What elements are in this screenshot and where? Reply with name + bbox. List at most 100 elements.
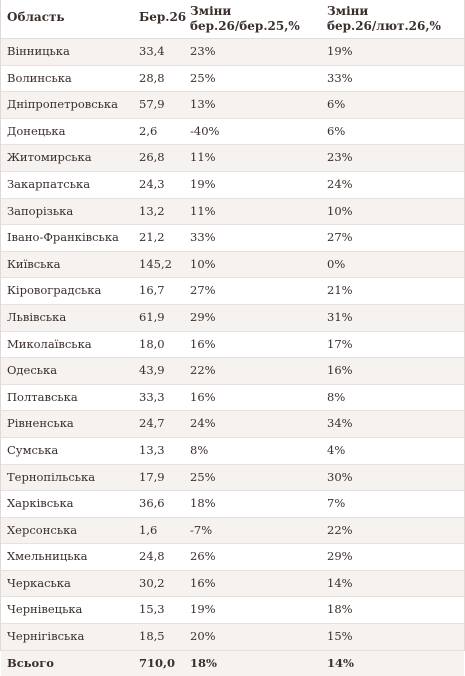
table-row: Одеська 43,9 22% 16%	[1, 358, 464, 385]
table-row: Вінницька 33,4 23% 19%	[1, 39, 464, 66]
region-cell: Рівненська	[7, 416, 74, 431]
value-cell: 24,3	[139, 176, 165, 191]
table-row: Івано-Франківська 21,2 33% 27%	[1, 225, 464, 252]
mom-change-cell: 6%	[327, 97, 346, 112]
header-mom: Зміни бер.26/лют.26,%	[327, 4, 441, 34]
value-cell: 2,6	[139, 123, 158, 138]
yoy-change-cell: 22%	[190, 363, 216, 378]
value-cell: 17,9	[139, 469, 165, 484]
yoy-change-cell: 16%	[190, 575, 216, 590]
value-cell: 24,7	[139, 416, 165, 431]
header-mom-line2: бер.26/лют.26,%	[327, 19, 441, 33]
yoy-change-cell: 10%	[190, 256, 216, 271]
yoy-change-cell: 19%	[190, 176, 216, 191]
value-cell: 1,6	[139, 522, 158, 537]
value-cell: 28,8	[139, 70, 165, 85]
region-cell: Чернівецька	[7, 602, 83, 617]
table-row: Чернівецька 15,3 19% 18%	[1, 597, 464, 625]
region-cell: Івано-Франківська	[7, 230, 119, 245]
region-cell: Сумська	[7, 442, 59, 457]
header-region: Область	[7, 10, 65, 24]
table-row: Черкаська 30,2 16% 14%	[1, 570, 464, 598]
header-yoy: Зміни бер.26/бер.25,%	[190, 4, 300, 34]
region-cell: Київська	[7, 256, 61, 271]
table-row: Дніпропетровська 57,9 13% 6%	[1, 92, 464, 119]
mom-change-cell: 21%	[327, 283, 353, 298]
mom-change-cell: 27%	[327, 230, 353, 245]
mom-change-cell: 30%	[327, 469, 353, 484]
value-cell: 13,3	[139, 442, 165, 457]
region-cell: Миколаївська	[7, 336, 92, 351]
mom-change-cell: 31%	[327, 309, 353, 324]
value-cell: 36,6	[139, 496, 165, 511]
yoy-change-cell: 18%	[190, 496, 216, 511]
mom-change-cell: 34%	[327, 416, 353, 431]
value-cell: 24,8	[139, 549, 165, 564]
yoy-change-cell: 25%	[190, 469, 216, 484]
total-row: Всього 710,0 18% 14%	[1, 650, 464, 676]
yoy-change-cell: -7%	[190, 522, 213, 537]
region-cell: Житомирська	[7, 150, 92, 165]
table-row: Київська 145,2 10% 0%	[1, 251, 464, 279]
table-row: Харківська 36,6 18% 7%	[1, 491, 464, 518]
header-mom-line1: Зміни	[327, 4, 369, 18]
total-mom: 14%	[327, 655, 354, 670]
value-cell: 61,9	[139, 309, 165, 324]
region-cell: Харківська	[7, 496, 74, 511]
yoy-change-cell: -40%	[190, 123, 220, 138]
mom-change-cell: 19%	[327, 44, 353, 58]
table-row: Львівська 61,9 29% 31%	[1, 304, 464, 332]
table-row: Тернопільська 17,9 25% 30%	[1, 464, 464, 492]
value-cell: 26,8	[139, 150, 165, 165]
table-row: Хмельницька 24,8 26% 29%	[1, 544, 464, 571]
table-row: Сумська 13,3 8% 4%	[1, 437, 464, 465]
yoy-change-cell: 16%	[190, 336, 216, 351]
mom-change-cell: 16%	[327, 363, 353, 378]
yoy-change-cell: 13%	[190, 97, 216, 112]
mom-change-cell: 14%	[327, 575, 353, 590]
header-mar26: Бер.26	[139, 10, 187, 24]
mom-change-cell: 23%	[327, 150, 353, 165]
region-cell: Черкаська	[7, 575, 71, 590]
mom-change-cell: 15%	[327, 629, 353, 644]
region-cell: Херсонська	[7, 522, 78, 537]
value-cell: 18,0	[139, 336, 165, 351]
yoy-change-cell: 25%	[190, 70, 216, 85]
table-row: Полтавська 33,3 16% 8%	[1, 384, 464, 412]
table-body: Вінницька 33,4 23% 19% Волинська 28,8 25% 33% Дн…	[1, 39, 464, 651]
table-row: Рівненська 24,7 24% 34%	[1, 411, 464, 438]
header-yoy-line2: бер.26/бер.25,%	[190, 19, 300, 33]
value-cell: 33,4	[139, 44, 165, 58]
table-header: Область Бер.26 Зміни бер.26/бер.25,% Змі…	[1, 0, 464, 39]
header-yoy-line1: Зміни	[190, 4, 232, 18]
region-cell: Чернігівська	[7, 629, 85, 644]
region-cell: Закарпатська	[7, 176, 91, 191]
yoy-change-cell: 16%	[190, 389, 216, 404]
table-row: Миколаївська 18,0 16% 17%	[1, 331, 464, 359]
yoy-change-cell: 8%	[190, 442, 209, 457]
value-cell: 57,9	[139, 97, 165, 112]
value-cell: 30,2	[139, 575, 165, 590]
yoy-change-cell: 19%	[190, 602, 216, 617]
value-cell: 33,3	[139, 389, 165, 404]
table-row: Житомирська 26,8 11% 23%	[1, 145, 464, 172]
value-cell: 13,2	[139, 203, 165, 218]
mom-change-cell: 0%	[327, 256, 346, 271]
table-row: Запорізька 13,2 11% 10%	[1, 198, 464, 226]
table-row: Чернігівська 18,5 20% 15%	[1, 624, 464, 651]
value-cell: 18,5	[139, 629, 165, 644]
yoy-change-cell: 11%	[190, 150, 216, 165]
table-row: Херсонська 1,6 -7% 22%	[1, 517, 464, 545]
region-cell: Вінницька	[7, 44, 70, 58]
value-cell: 21,2	[139, 230, 165, 245]
mom-change-cell: 7%	[327, 496, 346, 511]
mom-change-cell: 24%	[327, 176, 353, 191]
yoy-change-cell: 33%	[190, 230, 216, 245]
table-row: Волинська 28,8 25% 33%	[1, 65, 464, 93]
mom-change-cell: 8%	[327, 389, 346, 404]
table-row: Закарпатська 24,3 19% 24%	[1, 171, 464, 199]
mom-change-cell: 33%	[327, 70, 353, 85]
yoy-change-cell: 26%	[190, 549, 216, 564]
value-cell: 43,9	[139, 363, 165, 378]
region-cell: Запорізька	[7, 203, 74, 218]
